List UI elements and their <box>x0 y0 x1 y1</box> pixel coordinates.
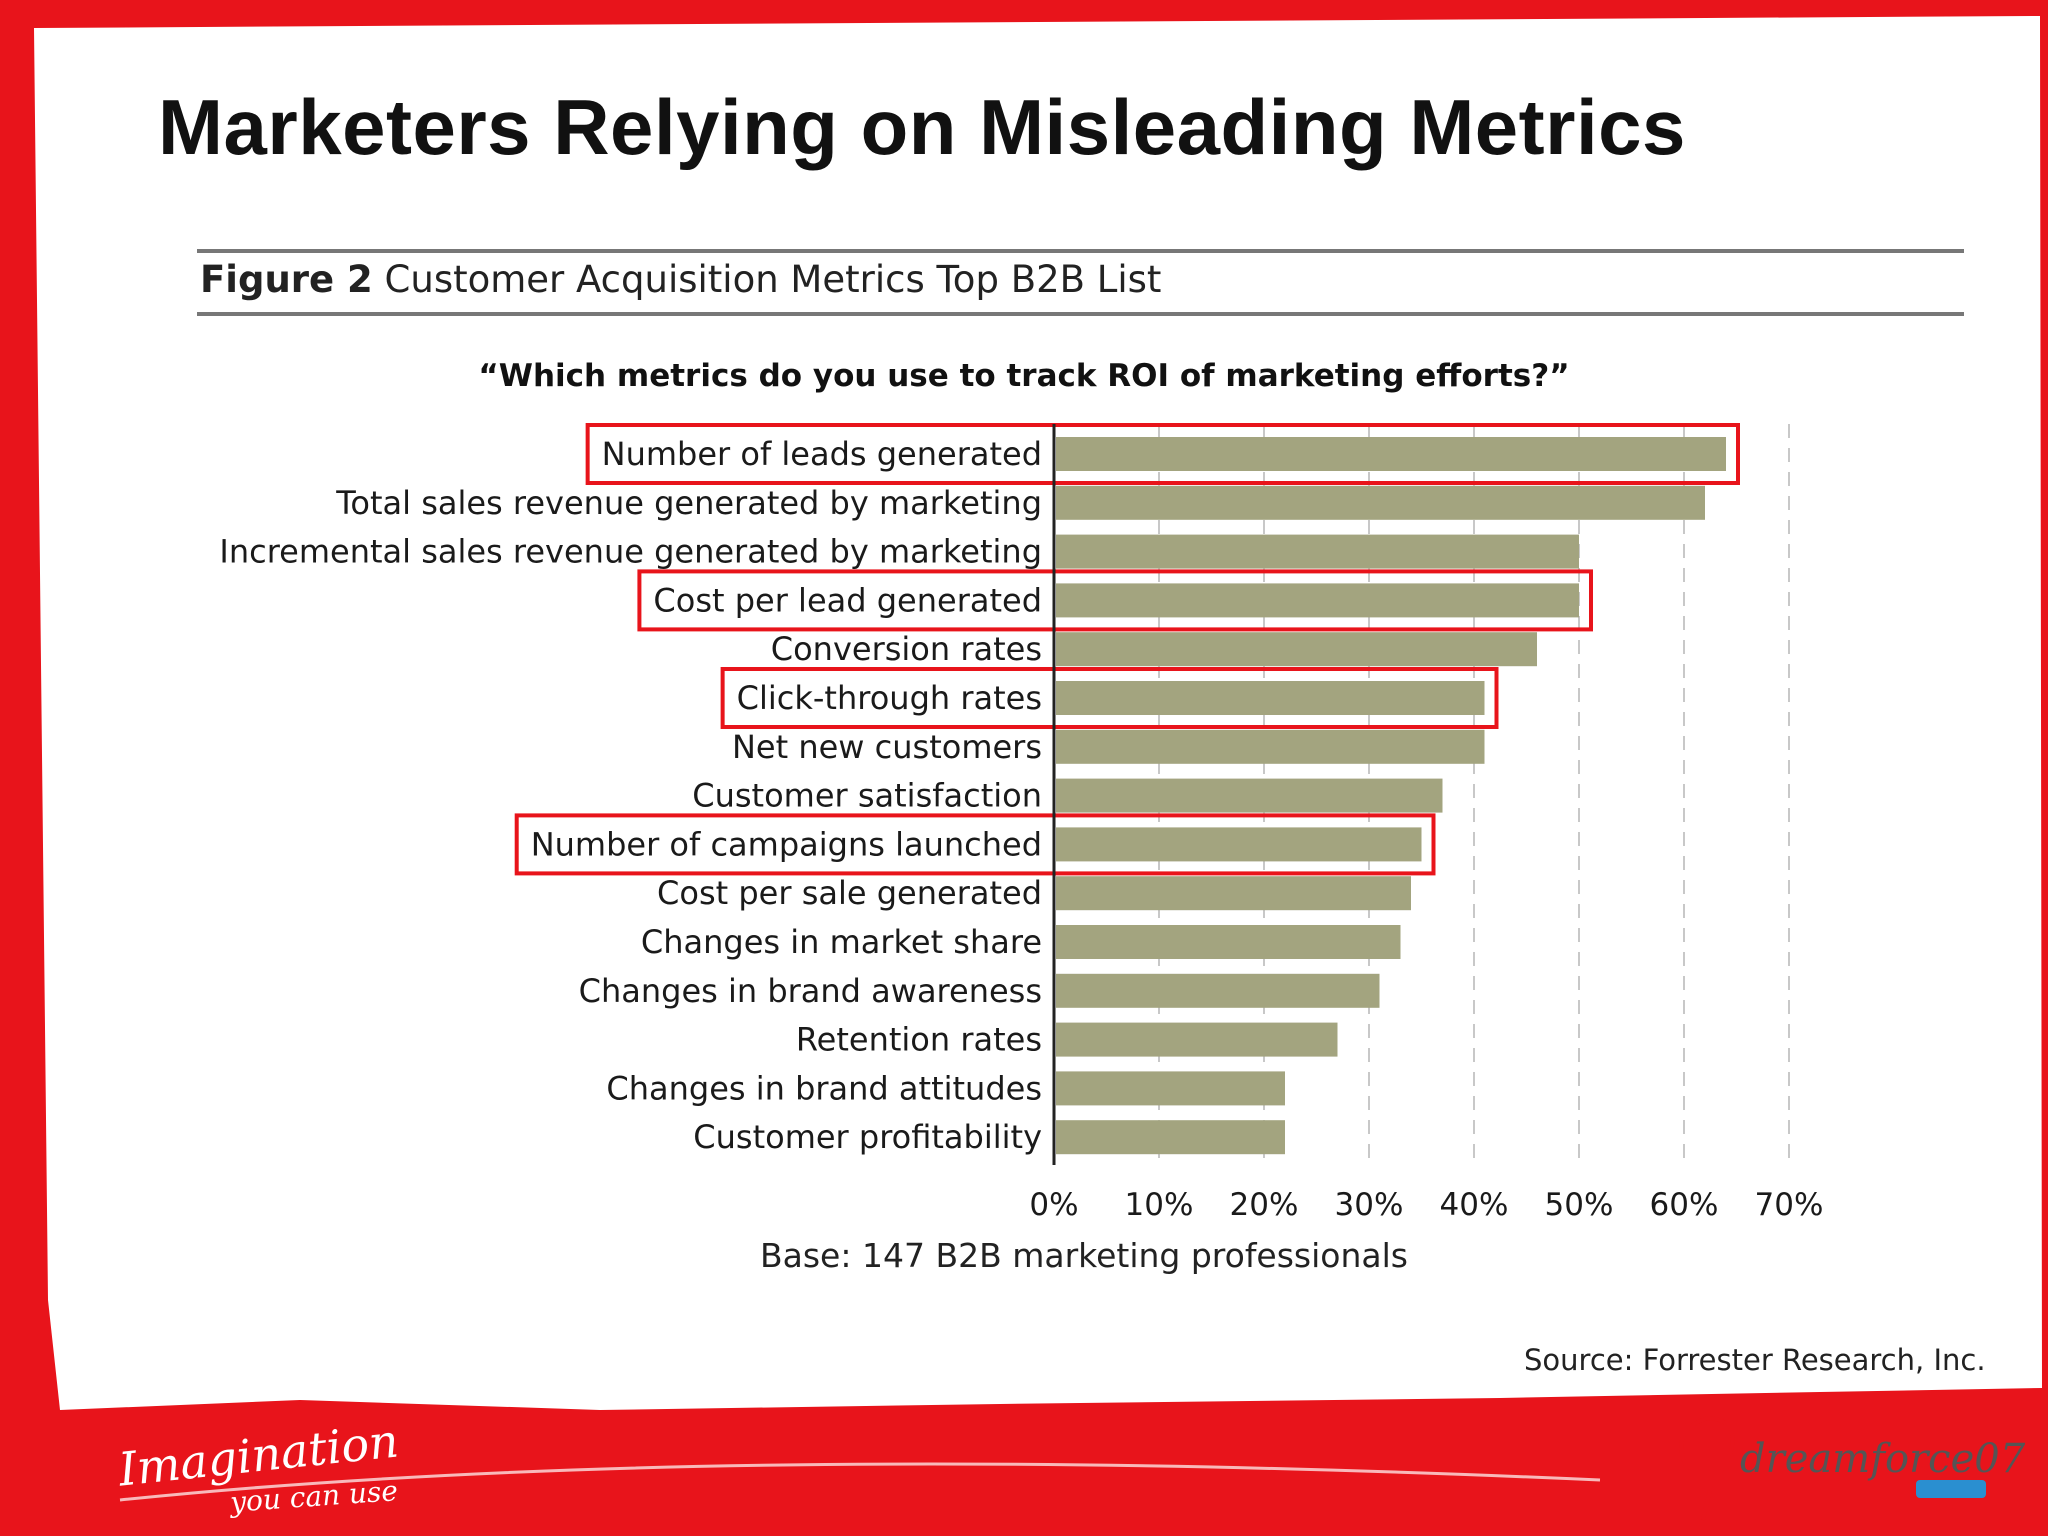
category-label: Click-through rates <box>737 679 1042 717</box>
x-tick-label: 40% <box>1440 1187 1509 1223</box>
category-label: Customer profitability <box>693 1118 1042 1156</box>
bar <box>1056 1022 1338 1057</box>
bar <box>1056 973 1380 1008</box>
brand-logo-text: dreamforce07 <box>1740 1436 2026 1482</box>
caption-bottom-rule <box>197 312 1964 316</box>
brand-badge <box>1916 1480 1986 1498</box>
category-label: Incremental sales revenue generated by m… <box>219 533 1042 571</box>
bar <box>1056 1071 1285 1106</box>
source-note: Source: Forrester Research, Inc. <box>1524 1343 1986 1377</box>
base-note: Base: 147 B2B marketing professionals <box>760 1236 1408 1275</box>
highlight-box <box>637 569 1593 632</box>
bar <box>1056 534 1579 569</box>
bar <box>1056 876 1411 911</box>
bar <box>1056 925 1401 959</box>
x-tick-label: 60% <box>1650 1187 1719 1223</box>
bar <box>1056 437 1726 471</box>
figure-caption: Figure 2 Customer Acquisition Metrics To… <box>200 258 1161 301</box>
category-label: Changes in brand attitudes <box>606 1069 1042 1107</box>
highlight-box <box>720 667 1499 729</box>
bar <box>1056 632 1537 667</box>
category-label: Number of leads generated <box>602 435 1042 473</box>
category-label: Conversion rates <box>771 630 1042 668</box>
figure-label: Figure 2 <box>200 258 373 301</box>
bar <box>1056 583 1579 618</box>
bar <box>1056 1120 1285 1155</box>
category-label: Customer satisfaction <box>692 777 1042 815</box>
category-label: Cost per sale generated <box>657 874 1042 912</box>
dreamforce-logo: dreamforce07 <box>1679 1415 2026 1521</box>
bars <box>1056 437 1726 1155</box>
bar <box>1056 681 1485 715</box>
x-tick-label: 0% <box>1029 1187 1078 1223</box>
highlight-box <box>514 813 1436 876</box>
x-tick-label: 70% <box>1755 1187 1824 1223</box>
category-label: Retention rates <box>796 1021 1042 1059</box>
bar <box>1056 827 1422 862</box>
slide-title: Marketers Relying on Misleading Metrics <box>158 83 1686 171</box>
white-paper-area <box>34 16 2042 1410</box>
category-labels: Number of leads generated Total sales rev… <box>219 435 1042 1156</box>
category-label: Changes in market share <box>641 923 1042 961</box>
category-label: Net new customers <box>732 728 1042 766</box>
white-swoosh <box>119 1462 1601 1502</box>
highlight-box <box>585 423 1740 485</box>
bar <box>1056 729 1485 764</box>
x-tick-label: 10% <box>1125 1187 1194 1223</box>
highlight-boxes <box>514 423 1740 876</box>
x-tick-label: 50% <box>1545 1187 1614 1223</box>
lightbulb-icon <box>1679 1415 1735 1521</box>
category-label: Cost per lead generated <box>653 581 1042 619</box>
figure-caption-text: Customer Acquisition Metrics Top B2B Lis… <box>384 258 1162 301</box>
bar <box>1056 778 1443 813</box>
category-label: Total sales revenue generated by marketi… <box>335 484 1042 522</box>
caption-top-rule <box>197 249 1964 253</box>
bar <box>1056 485 1705 520</box>
x-tick-label: 20% <box>1230 1187 1299 1223</box>
chart-question: “Which metrics do you use to track ROI o… <box>478 358 1570 394</box>
x-tick-label: 30% <box>1335 1187 1404 1223</box>
category-label: Changes in brand awareness <box>579 972 1042 1010</box>
x-tick-labels: 0% 10% 20% 30% 40% 50% 60% 70% <box>1029 1187 1823 1223</box>
category-label: Number of campaigns launched <box>531 825 1042 863</box>
